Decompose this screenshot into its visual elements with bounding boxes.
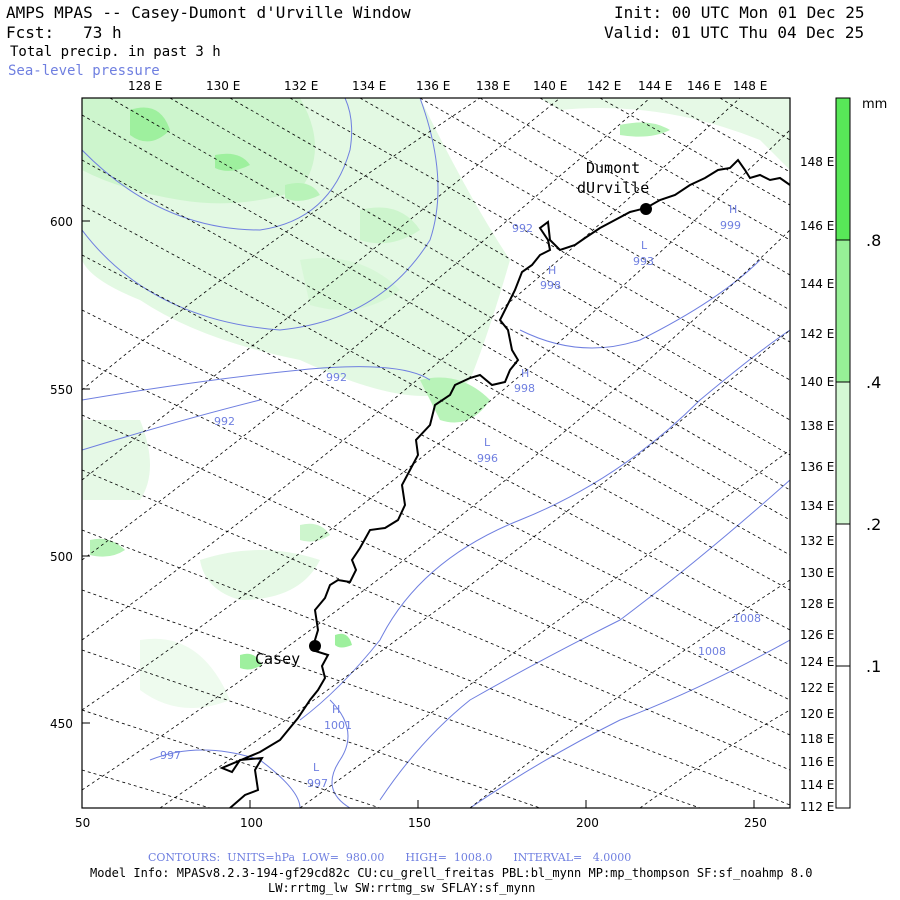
lon-label: 148 E (733, 79, 767, 93)
y-tick-label: 450 (50, 717, 73, 731)
lon-label: 144 E (800, 277, 834, 291)
lon-label: 134 E (800, 499, 834, 513)
lon-label: 116 E (800, 755, 834, 769)
graticule (82, 98, 790, 808)
colorbar-label: .1 (866, 657, 881, 676)
lon-label: 136 E (416, 79, 450, 93)
high-marker: H (729, 203, 737, 216)
x-tick-label: 150 (408, 816, 431, 830)
pressure-label: 996 (477, 452, 498, 465)
y-tick-label: 600 (50, 215, 73, 229)
valid-time: Valid: 01 UTC Thu 04 Dec 25 (604, 23, 865, 42)
right-lon-labels: 148 E 146 E 144 E 142 E 140 E 138 E 136 … (800, 155, 834, 814)
lon-label: 140 E (533, 79, 567, 93)
map-content: 992 992 992 998 998 996 993 999 1008 100… (82, 98, 790, 808)
pressure-label: 998 (514, 382, 535, 395)
lon-label: 132 E (800, 534, 834, 548)
lon-label: 136 E (800, 460, 834, 474)
model-info-physics: LW:rrtmg_lw SW:rrtmg_sw SFLAY:sf_mynn (268, 881, 536, 895)
lon-label: 142 E (587, 79, 621, 93)
fcst-value: 73 h (83, 23, 122, 42)
lon-label: 130 E (206, 79, 240, 93)
field-label: Total precip. in past 3 h (10, 44, 221, 60)
top-lon-labels: 128 E 130 E 132 E 134 E 136 E 138 E 140 … (128, 79, 767, 93)
colorbar: mm .8 .4 .2 .1 (835, 97, 887, 809)
durville-label: dUrville (577, 179, 649, 197)
lon-label: 148 E (800, 155, 834, 169)
colorbar-segment (836, 382, 850, 524)
pressure-label: 997 (160, 749, 181, 762)
pressure-label: 1001 (324, 719, 352, 732)
lon-label: 142 E (800, 327, 834, 341)
lon-label: 134 E (352, 79, 386, 93)
casey-station-marker (309, 640, 321, 652)
x-tick-label: 200 (576, 816, 599, 830)
pressure-label: 999 (720, 219, 741, 232)
lon-label: 146 E (687, 79, 721, 93)
pressure-label: 998 (540, 279, 561, 292)
lon-label: 138 E (800, 419, 834, 433)
pressure-label: 1008 (733, 612, 761, 625)
y-tick-label: 550 (50, 383, 73, 397)
init-time: Init: 00 UTC Mon 01 Dec 25 (614, 3, 865, 22)
lon-label: 112 E (800, 800, 834, 814)
contours-info: CONTOURS: UNITS=hPa LOW= 980.00 HIGH= 10… (148, 851, 632, 864)
lon-label: 140 E (800, 375, 834, 389)
colorbar-segment (836, 240, 850, 382)
low-marker: L (313, 761, 320, 774)
lon-label: 128 E (128, 79, 162, 93)
low-marker: L (641, 239, 648, 252)
pressure-label: 992 (214, 415, 235, 428)
colorbar-label: .4 (866, 373, 881, 392)
casey-label: Casey (255, 650, 300, 668)
overlay-label: Sea-level pressure (8, 63, 160, 79)
high-marker: H (521, 367, 529, 380)
lon-label: 122 E (800, 681, 834, 695)
lon-label: 130 E (800, 566, 834, 580)
pressure-contours (82, 98, 790, 808)
colorbar-label: .2 (866, 515, 881, 534)
colorbar-segment (836, 98, 850, 240)
x-tick-label: 50 (75, 816, 90, 830)
lon-label: 118 E (800, 732, 834, 746)
dumont-label: Dumont (586, 159, 640, 177)
x-axis-ticks (81, 800, 755, 808)
lon-label: 128 E (800, 597, 834, 611)
high-marker: H (332, 703, 340, 716)
low-marker: L (484, 436, 491, 449)
colorbar-label: .8 (866, 231, 881, 250)
precip-shading (82, 98, 790, 708)
map-frame (81, 97, 791, 809)
y-tick-label: 500 (50, 550, 73, 564)
lon-label: 132 E (284, 79, 318, 93)
lon-label: 144 E (638, 79, 672, 93)
high-marker: H (548, 264, 556, 277)
x-tick-label: 100 (240, 816, 263, 830)
lon-label: 114 E (800, 778, 834, 792)
pressure-label: 993 (633, 255, 654, 268)
y-axis-ticks (82, 220, 90, 724)
fcst-label: Fcst: (6, 23, 55, 42)
lon-label: 126 E (800, 628, 834, 642)
lon-label: 124 E (800, 655, 834, 669)
pressure-label: 992 (512, 222, 533, 235)
map-title: AMPS MPAS -- Casey-Dumont d'Urville Wind… (6, 3, 411, 22)
forecast-label: Fcst: 73 h (6, 24, 122, 42)
colorbar-unit: mm (862, 97, 887, 112)
pressure-label: 992 (326, 371, 347, 384)
model-info: Model Info: MPASv8.2.3-194-gf29cd82c CU:… (90, 866, 813, 880)
lon-label: 146 E (800, 219, 834, 233)
lon-label: 138 E (476, 79, 510, 93)
pressure-label: 997 (307, 777, 328, 790)
lon-label: 120 E (800, 707, 834, 721)
pressure-label: 1008 (698, 645, 726, 658)
x-tick-label: 250 (744, 816, 767, 830)
dumont-durville-station-marker (640, 203, 652, 215)
